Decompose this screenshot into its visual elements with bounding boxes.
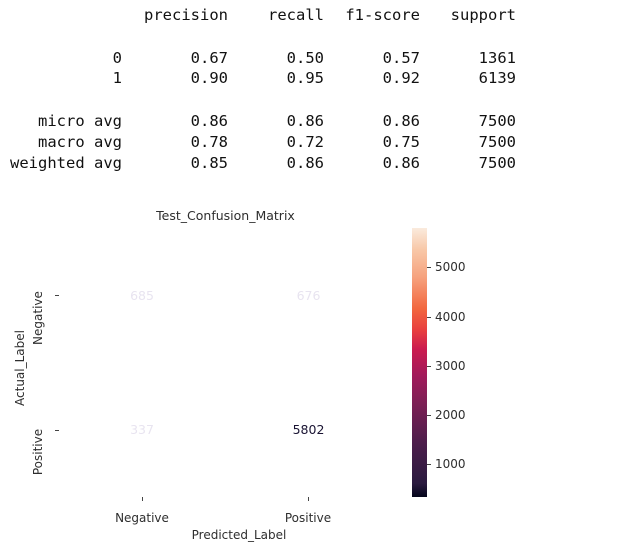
cell-value: 685	[130, 287, 154, 303]
header-precision: precision	[144, 6, 228, 24]
row-label: 1	[112, 69, 122, 87]
colorbar-tick-mark	[427, 366, 431, 367]
header-recall: recall	[268, 6, 324, 24]
row-support: 7500	[478, 112, 516, 130]
row-recall: 0.86	[286, 112, 324, 130]
row-precision: 0.67	[190, 49, 228, 67]
row-label: 0	[112, 49, 122, 67]
row-support: 1361	[478, 49, 516, 67]
header-f1-score: f1-score	[345, 6, 420, 24]
cell-value: 337	[130, 422, 154, 437]
heatmap-grid: 685 676 337 5802	[59, 228, 392, 497]
colorbar-tick-mark	[427, 415, 431, 416]
heatmap-cell-pos-neg: 337	[59, 362, 225, 497]
y-tick-label: Positive	[31, 428, 45, 476]
x-axis-label: Predicted_Label	[191, 528, 287, 542]
x-tick-label: Positive	[284, 511, 332, 525]
colorbar	[412, 228, 427, 497]
row-recall: 0.72	[286, 133, 324, 151]
row-f1: 0.57	[382, 49, 420, 67]
row-recall: 0.86	[286, 154, 324, 172]
row-recall: 0.50	[286, 49, 324, 67]
y-tick-label: Negative	[31, 291, 45, 345]
x-tick-mark	[142, 497, 143, 501]
row-precision: 0.90	[190, 69, 228, 87]
y-tick-mark	[55, 430, 59, 431]
x-tick-label: Negative	[115, 511, 169, 525]
colorbar-tick-label: 3000	[435, 359, 466, 373]
row-support: 7500	[478, 133, 516, 151]
row-precision: 0.78	[190, 133, 228, 151]
heatmap-cell-neg-neg: 685	[59, 228, 225, 362]
y-tick-mark	[55, 295, 59, 296]
row-support: 7500	[478, 154, 516, 172]
colorbar-tick-mark	[427, 317, 431, 318]
cell-value: 676	[296, 287, 321, 303]
x-tick-mark	[308, 497, 309, 501]
row-label: micro avg	[38, 112, 122, 130]
heatmap-cell-pos-pos: 5802	[225, 362, 392, 497]
colorbar-tick-mark	[427, 267, 431, 268]
row-f1: 0.86	[382, 112, 420, 130]
row-f1: 0.86	[382, 154, 420, 172]
colorbar-tick-label: 5000	[435, 260, 466, 274]
row-recall: 0.95	[286, 69, 324, 87]
row-precision: 0.85	[190, 154, 228, 172]
chart-title: Test_Confusion_Matrix	[156, 208, 295, 223]
cell-value: 5802	[292, 422, 325, 437]
heatmap-cell-neg-pos: 676	[225, 228, 392, 362]
y-axis-label: Actual_Label	[13, 330, 27, 406]
colorbar-tick-label: 1000	[435, 457, 466, 471]
header-support: support	[450, 6, 516, 24]
row-label: weighted avg	[10, 154, 122, 172]
colorbar-tick-mark	[427, 464, 431, 465]
colorbar-tick-label: 4000	[435, 310, 466, 324]
colorbar-tick-label: 2000	[435, 408, 466, 422]
row-f1: 0.92	[382, 69, 420, 87]
row-label: macro avg	[38, 133, 122, 151]
row-precision: 0.86	[190, 112, 228, 130]
row-f1: 0.75	[382, 133, 420, 151]
row-support: 6139	[478, 69, 516, 87]
